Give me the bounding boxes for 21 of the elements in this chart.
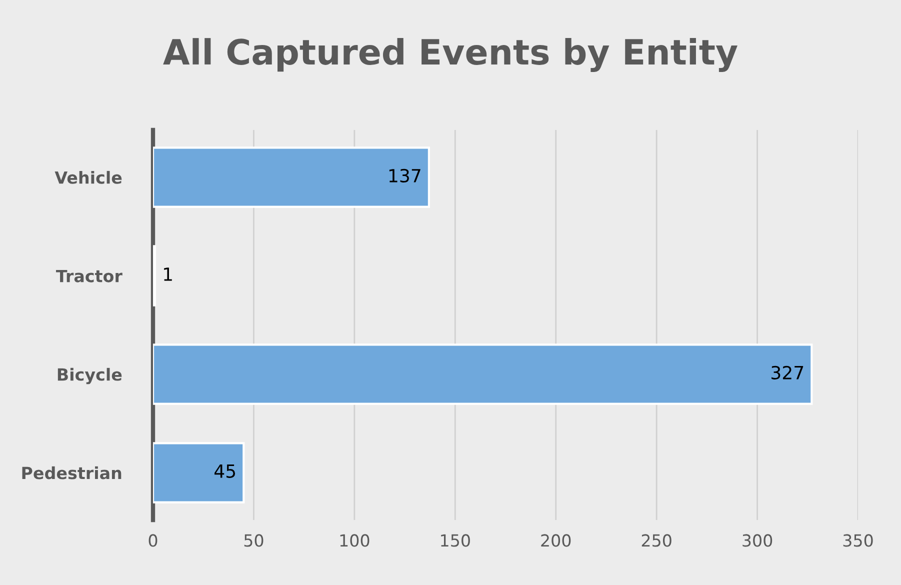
- chart-title: All Captured Events by Entity: [163, 38, 738, 72]
- data-label: 137: [389, 168, 420, 183]
- x-tick-label: 250: [642, 534, 672, 547]
- y-tick-label: Tractor: [56, 270, 122, 282]
- bar: [153, 245, 156, 306]
- y-tick-label: Pedestrian: [22, 466, 122, 480]
- y-tick-label: Bicycle: [58, 368, 122, 384]
- data-label: 45: [214, 464, 236, 478]
- x-tick-label: 300: [742, 534, 772, 547]
- data-label: 1: [164, 268, 172, 281]
- x-tick-label: 50: [244, 534, 264, 547]
- bar: [153, 344, 813, 405]
- bar: [153, 146, 430, 208]
- x-tick-label: 200: [541, 534, 571, 547]
- x-tick-label: 150: [441, 534, 470, 547]
- x-tick-label: 350: [843, 534, 873, 547]
- y-tick-label: Vehicle: [54, 170, 122, 184]
- x-tick-label: 100: [340, 534, 370, 547]
- x-tick-label: 0: [148, 534, 158, 547]
- bar: [153, 442, 245, 504]
- data-label: 327: [772, 366, 804, 380]
